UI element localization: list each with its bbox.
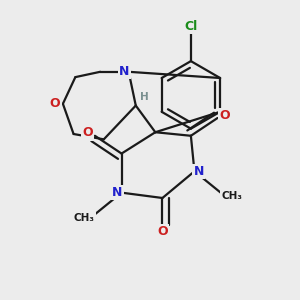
Text: O: O xyxy=(157,225,168,238)
Text: N: N xyxy=(119,64,130,78)
Text: N: N xyxy=(112,186,122,199)
Text: H: H xyxy=(140,92,149,102)
Text: CH₃: CH₃ xyxy=(74,212,95,223)
Text: O: O xyxy=(82,126,93,140)
Text: O: O xyxy=(50,97,60,110)
Text: N: N xyxy=(194,165,204,178)
Text: CH₃: CH₃ xyxy=(221,191,242,201)
Text: O: O xyxy=(219,109,230,122)
Text: Cl: Cl xyxy=(184,20,197,33)
